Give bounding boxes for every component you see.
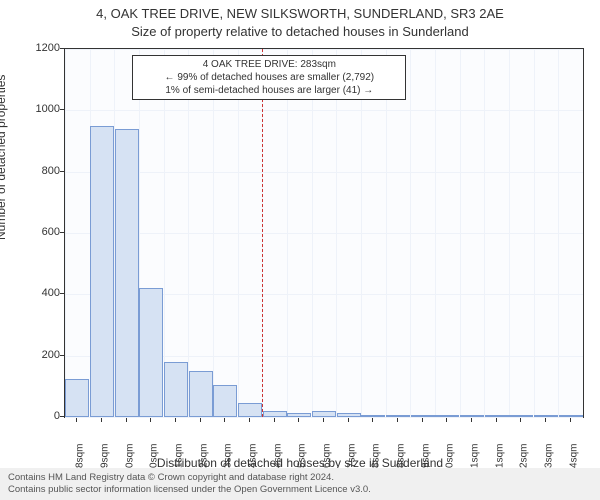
x-tick-mark — [570, 418, 571, 422]
histogram-bar — [287, 413, 311, 417]
x-tick-mark — [126, 418, 127, 422]
histogram-bar — [559, 415, 583, 417]
x-tick-mark — [175, 418, 176, 422]
chart-title-address: 4, OAK TREE DRIVE, NEW SILKSWORTH, SUNDE… — [0, 6, 600, 21]
histogram-bar — [337, 413, 361, 417]
y-tick-label: 800 — [20, 165, 60, 177]
histogram-bar — [386, 415, 410, 417]
x-tick-mark — [150, 418, 151, 422]
x-tick-mark — [76, 418, 77, 422]
x-tick-mark — [496, 418, 497, 422]
histogram-bar — [139, 288, 163, 417]
gridline-h — [65, 417, 583, 418]
chart-title-subtitle: Size of property relative to detached ho… — [0, 24, 600, 39]
gridline-v — [238, 49, 239, 417]
annotation-line2: ← 99% of detached houses are smaller (2,… — [139, 71, 399, 84]
gridline-v — [435, 49, 436, 417]
x-tick-mark — [422, 418, 423, 422]
gridline-v — [312, 49, 313, 417]
y-tick-label: 1200 — [20, 42, 60, 54]
gridline-v — [188, 49, 189, 417]
x-tick-mark — [200, 418, 201, 422]
annotation-box: 4 OAK TREE DRIVE: 283sqm ← 99% of detach… — [132, 55, 406, 100]
x-tick-mark — [274, 418, 275, 422]
x-tick-mark — [397, 418, 398, 422]
gridline-v — [361, 49, 362, 417]
annotation-line3: 1% of semi-detached houses are larger (4… — [139, 84, 399, 97]
y-tick-label: 600 — [20, 226, 60, 238]
histogram-bar — [90, 126, 114, 417]
y-axis-label: Number of detached properties — [0, 75, 8, 240]
gridline-v — [509, 49, 510, 417]
histogram-bar — [238, 403, 262, 417]
x-tick-mark — [348, 418, 349, 422]
x-tick-mark — [471, 418, 472, 422]
x-tick-mark — [101, 418, 102, 422]
gridline-v — [336, 49, 337, 417]
gridline-v — [386, 49, 387, 417]
gridline-h — [65, 233, 583, 234]
x-tick-mark — [545, 418, 546, 422]
histogram-bar — [312, 411, 336, 417]
gridline-v — [287, 49, 288, 417]
histogram-bar — [485, 415, 509, 417]
histogram-bar — [263, 411, 287, 417]
footer-line2: Contains public sector information licen… — [8, 484, 592, 496]
gridline-h — [65, 172, 583, 173]
chart-container: 4, OAK TREE DRIVE, NEW SILKSWORTH, SUNDE… — [0, 0, 600, 500]
histogram-bar — [509, 415, 533, 417]
gridline-h — [65, 49, 583, 50]
y-tick-label: 1000 — [20, 103, 60, 115]
histogram-bar — [435, 415, 459, 417]
x-tick-mark — [224, 418, 225, 422]
y-tick-label: 200 — [20, 349, 60, 361]
gridline-h — [65, 110, 583, 111]
gridline-v — [484, 49, 485, 417]
x-tick-mark — [446, 418, 447, 422]
gridline-v — [65, 49, 66, 417]
gridline-v — [558, 49, 559, 417]
histogram-bar — [460, 415, 484, 417]
gridline-v — [213, 49, 214, 417]
histogram-bar — [213, 385, 237, 417]
histogram-bar — [411, 415, 435, 417]
histogram-bar — [361, 415, 385, 417]
x-tick-mark — [249, 418, 250, 422]
x-tick-mark — [298, 418, 299, 422]
y-tick-label: 0 — [20, 410, 60, 422]
gridline-v — [460, 49, 461, 417]
marker-line — [262, 49, 263, 417]
y-tick-label: 400 — [20, 287, 60, 299]
footer-attribution: Contains HM Land Registry data © Crown c… — [0, 468, 600, 500]
x-tick-mark — [520, 418, 521, 422]
gridline-v — [534, 49, 535, 417]
histogram-bar — [115, 129, 139, 417]
histogram-bar — [65, 379, 89, 417]
gridline-v — [410, 49, 411, 417]
histogram-bar — [164, 362, 188, 417]
plot-area: 4 OAK TREE DRIVE: 283sqm ← 99% of detach… — [64, 48, 584, 418]
histogram-bar — [534, 415, 558, 417]
x-tick-mark — [372, 418, 373, 422]
annotation-line1: 4 OAK TREE DRIVE: 283sqm — [139, 58, 399, 71]
footer-line1: Contains HM Land Registry data © Crown c… — [8, 472, 592, 484]
histogram-bar — [189, 371, 213, 417]
x-tick-mark — [323, 418, 324, 422]
